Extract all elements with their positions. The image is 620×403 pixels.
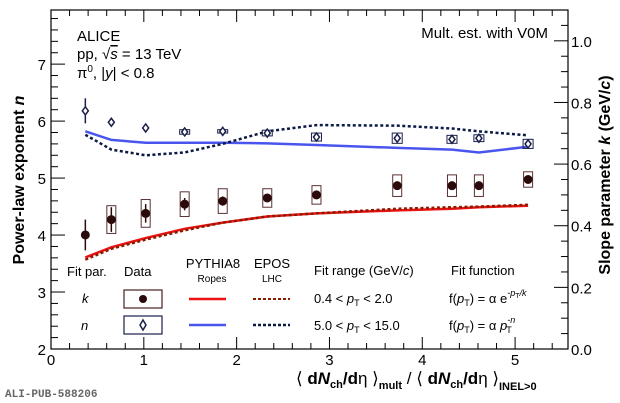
legend-data-k-box (123, 289, 163, 309)
y-right-tick-label: 1.0 (571, 34, 592, 51)
legend-range-k: 0.4 < pT < 2.0 (314, 291, 393, 308)
legend: Fit par. Data PYTHIA8 Ropes EPOS LHC Fit… (67, 256, 527, 335)
y-left-tick-label: 3 (38, 285, 46, 302)
y-right-tick-label: 0.2 (571, 280, 592, 297)
legend-range-n: 5.0 < pT < 15.0 (314, 318, 400, 335)
data-point-k (180, 199, 190, 209)
data-point-n (141, 122, 150, 134)
data-point-k (474, 181, 484, 191)
y-left-tick-label: 4 (38, 228, 46, 245)
data-point-k (311, 190, 321, 200)
y-left-tick-label: 2 (38, 342, 46, 359)
y-left-tick-label: 5 (38, 171, 46, 188)
y-left-tick-label: 6 (38, 114, 46, 131)
data-point-n (393, 132, 402, 144)
data-point-k (523, 175, 533, 184)
model-curve-pythia8-ropes-n (84, 130, 529, 154)
estimator-label: Mult. est. with V0M (421, 25, 548, 42)
data-point-k (141, 208, 151, 218)
y-right-tick-label: 0.4 (571, 219, 592, 236)
data-point-n (107, 116, 116, 128)
data-point-n (81, 105, 90, 117)
data-point-k (447, 181, 457, 191)
legend-func-n: f(pT) = α p-n T (449, 315, 515, 335)
legend-data-n-box (123, 315, 163, 335)
data-point-n (263, 127, 272, 139)
legend-data-k-marker (139, 295, 147, 303)
experiment-label: ALICE (77, 28, 120, 45)
data-point-k (392, 181, 402, 191)
legend-header-pythia: PYTHIA8 (186, 256, 240, 271)
x-tick-label: 1 (140, 352, 148, 369)
legend-header-data: Data (124, 264, 152, 279)
model-curve-epos-lhc-k (84, 203, 529, 261)
legend-param-k: k (82, 291, 90, 306)
x-axis-title: ⟨ dNch/dη ⟩mult / ⟨ dNch/dη ⟩INEL>0 (296, 369, 537, 393)
y-left-tick-label: 7 (38, 57, 46, 74)
data-point-n (448, 134, 456, 145)
legend-func-k: f(pT) = α e-pT/k (449, 288, 527, 308)
data-point-n (524, 138, 533, 150)
y-left-axis-title: Power-law exponent n (11, 95, 28, 264)
y-right-axis-title: Slope parameter k (GeV/c) (597, 75, 614, 274)
system-label: pp, √s = 13 TeV (77, 46, 181, 63)
data-point-n (218, 126, 227, 137)
y-right-tick-label: 0.6 (571, 157, 592, 174)
legend-header-fit-range: Fit range (GeV/c) (314, 263, 414, 278)
legend-sub-lhc: LHC (262, 274, 282, 285)
legend-header-fit-function: Fit function (451, 263, 515, 278)
x-tick-label: 4 (418, 352, 426, 369)
x-tick-label: 3 (325, 352, 333, 369)
data-point-n (180, 126, 189, 138)
legend-sub-ropes: Ropes (198, 274, 227, 285)
particle-label: π0, |y| < 0.8 (77, 64, 155, 82)
data-point-k (218, 196, 228, 206)
x-tick-label: 0 (47, 352, 55, 369)
y-right-tick-label: 0.0 (571, 342, 592, 359)
x-tick-label: 2 (232, 352, 240, 369)
legend-param-n: n (81, 318, 88, 333)
data-point-k (262, 193, 272, 203)
legend-header-fit-par: Fit par. (67, 264, 107, 279)
data-point-k (106, 215, 116, 225)
data-point-k (80, 230, 90, 240)
pub-id: ALI-PUB-588206 (5, 389, 97, 401)
y-right-tick-label: 0.8 (571, 95, 592, 112)
data-point-n (474, 132, 483, 144)
x-tick-label: 5 (511, 352, 519, 369)
legend-header-epos: EPOS (254, 256, 290, 271)
data-point-n (312, 131, 321, 143)
legend-data-n-marker (139, 318, 147, 332)
